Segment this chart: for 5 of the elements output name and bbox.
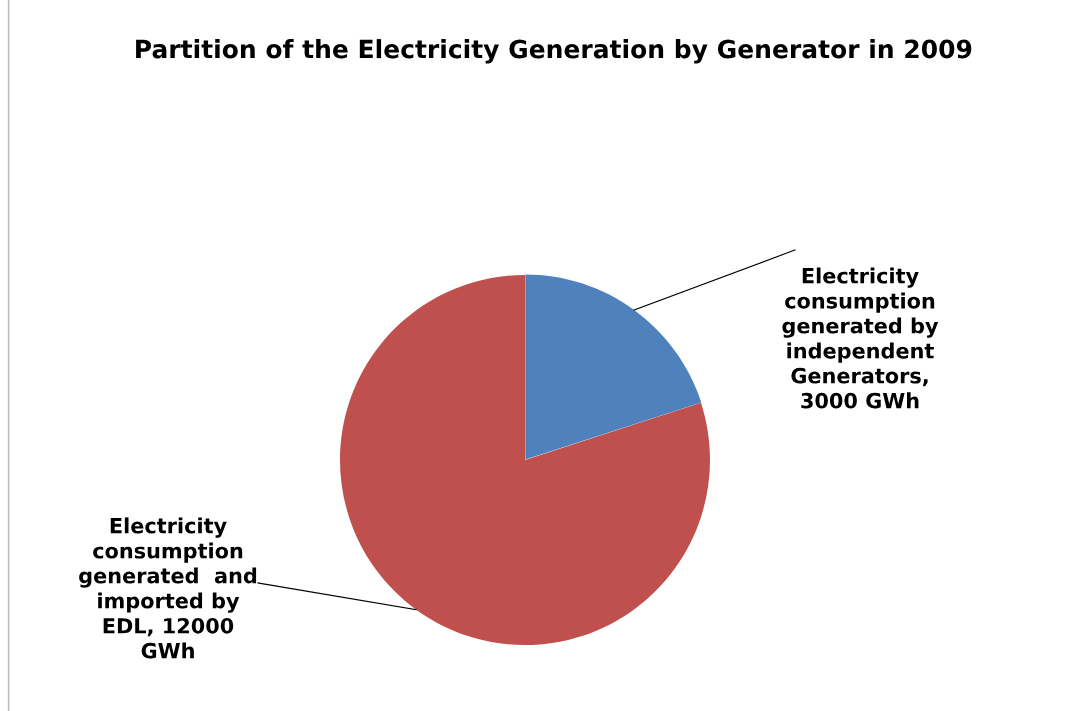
slice-label: Electricity consumption generated and imported by EDL, 12000 GWh bbox=[79, 517, 257, 659]
pie-slice bbox=[525, 274, 702, 460]
slice-label: Electricity consumption generated by independent Generators, 3000 GWh bbox=[782, 267, 939, 409]
chart-title: Partition of the Electricity Generation by Generator in 2009 bbox=[136, 39, 972, 64]
pie-slice bbox=[340, 275, 710, 645]
